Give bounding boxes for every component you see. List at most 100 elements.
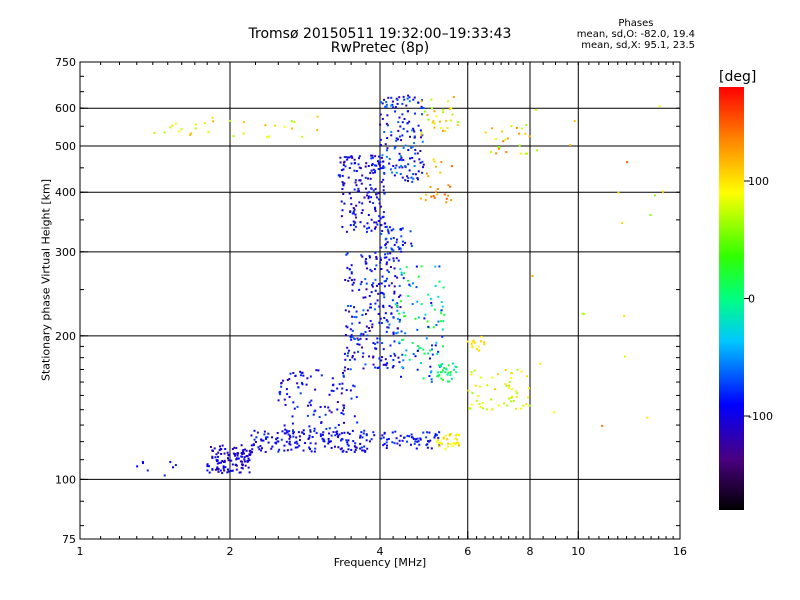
data-point — [386, 252, 389, 255]
data-point — [352, 210, 355, 213]
data-point — [444, 448, 447, 451]
data-point — [366, 222, 369, 225]
data-point — [422, 377, 425, 380]
data-point — [374, 366, 377, 369]
data-point — [445, 201, 448, 204]
data-point — [392, 164, 395, 167]
data-point — [262, 439, 265, 442]
data-point — [386, 326, 389, 329]
data-point — [369, 177, 372, 180]
data-point — [327, 406, 330, 409]
data-point — [338, 175, 341, 178]
data-point — [385, 279, 388, 282]
data-point — [400, 139, 403, 142]
data-point — [406, 110, 409, 113]
data-point — [353, 338, 356, 341]
data-point — [392, 316, 395, 319]
data-point — [474, 341, 477, 344]
data-point — [403, 272, 406, 275]
data-point — [296, 382, 299, 385]
data-point — [374, 208, 377, 211]
data-point — [341, 382, 344, 385]
data-point — [381, 342, 384, 345]
data-point — [399, 318, 402, 321]
data-point — [372, 168, 375, 171]
data-point — [349, 305, 352, 308]
data-point — [497, 373, 500, 376]
data-point — [385, 263, 388, 266]
data-point — [402, 127, 405, 130]
data-point — [315, 369, 318, 372]
data-point — [430, 304, 433, 307]
data-point — [174, 122, 177, 125]
data-point — [398, 341, 401, 344]
data-point — [525, 375, 528, 378]
data-point — [419, 197, 422, 200]
data-point — [372, 171, 375, 174]
data-point — [432, 158, 435, 161]
data-point — [512, 400, 515, 403]
data-point — [373, 221, 376, 224]
data-point — [348, 167, 351, 170]
data-point — [393, 340, 396, 343]
data-point — [646, 416, 649, 419]
data-point — [163, 474, 166, 477]
data-point — [365, 162, 368, 165]
data-point — [380, 258, 383, 261]
data-point — [241, 455, 244, 458]
data-point — [340, 392, 343, 395]
data-point — [364, 450, 367, 453]
data-point — [235, 447, 238, 450]
data-point — [350, 338, 353, 341]
data-point — [455, 371, 458, 374]
data-point — [399, 268, 402, 271]
data-point — [416, 176, 419, 179]
data-point — [411, 282, 414, 285]
data-point — [440, 301, 443, 304]
data-point — [445, 119, 448, 122]
data-point — [448, 107, 451, 110]
data-point — [377, 192, 380, 195]
data-point — [350, 397, 353, 400]
data-point — [385, 444, 388, 447]
data-point — [435, 165, 438, 168]
data-point — [285, 440, 288, 443]
data-point — [283, 444, 286, 447]
data-point — [380, 322, 383, 325]
data-point — [385, 122, 388, 125]
data-point — [412, 129, 415, 132]
data-point — [398, 248, 401, 251]
data-point — [256, 431, 259, 434]
data-point — [433, 160, 436, 163]
data-point — [391, 299, 394, 302]
data-point — [401, 353, 404, 356]
data-point — [411, 342, 414, 345]
data-point — [439, 127, 442, 130]
data-point — [455, 365, 458, 368]
data-point — [368, 355, 371, 358]
data-point — [345, 230, 348, 233]
data-point — [376, 341, 379, 344]
data-point — [395, 238, 398, 241]
data-point — [393, 267, 396, 270]
data-point — [330, 446, 333, 449]
data-point — [401, 134, 404, 137]
data-point — [371, 284, 374, 287]
data-point — [215, 467, 218, 470]
data-point — [252, 444, 255, 447]
data-point — [260, 449, 263, 452]
data-point — [398, 135, 401, 138]
data-point — [435, 434, 438, 437]
data-point — [351, 315, 354, 318]
data-point — [403, 117, 406, 120]
data-point — [277, 399, 280, 402]
data-point — [174, 464, 177, 467]
data-point — [440, 160, 443, 163]
data-point — [280, 381, 283, 384]
data-point — [380, 156, 383, 159]
data-point — [426, 113, 429, 116]
data-point — [507, 386, 510, 389]
data-point — [386, 277, 389, 280]
data-point — [206, 469, 209, 472]
data-point — [376, 299, 379, 302]
